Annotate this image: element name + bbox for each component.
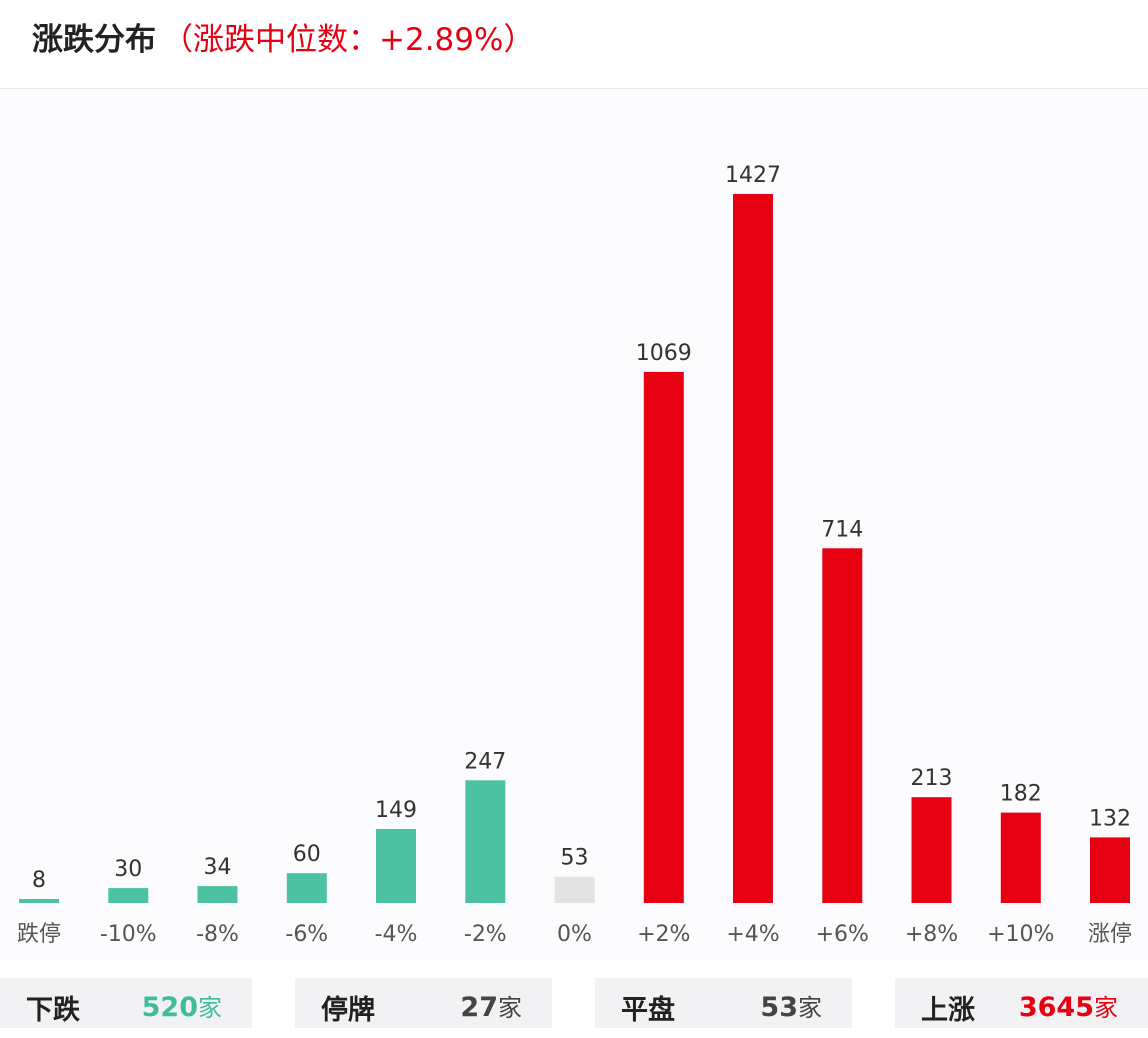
summary-flat-count: 53 bbox=[760, 992, 798, 1023]
summary-flat: 平盘 53家 bbox=[595, 978, 852, 1028]
summary-suspended-count: 27 bbox=[460, 992, 498, 1023]
category-label-12: 涨停 bbox=[1088, 922, 1132, 947]
summary-up-count: 3645 bbox=[1018, 992, 1094, 1023]
value-label-6: 53 bbox=[561, 846, 589, 871]
bar-8 bbox=[733, 194, 773, 903]
category-label-11: +10% bbox=[987, 922, 1054, 947]
category-label-1: -10% bbox=[100, 922, 157, 947]
distribution-chart: 8 跌停 30 -10% 34 -8% 60 -6% 149 -4% 247 -2% 53 0% 1069 +… bbox=[0, 89, 1148, 961]
bar-0 bbox=[19, 899, 59, 903]
summary-up: 上涨 3645家 bbox=[895, 978, 1148, 1028]
category-label-7: +2% bbox=[637, 922, 690, 947]
value-label-8: 1427 bbox=[725, 163, 781, 188]
bar-7 bbox=[643, 371, 684, 903]
bar-5 bbox=[465, 780, 506, 903]
summary-up-count-wrap: 3645家 bbox=[1019, 988, 1118, 1023]
category-label-3: -6% bbox=[285, 922, 328, 947]
summary-down-label: 下跌 bbox=[26, 995, 80, 1026]
category-label-4: -4% bbox=[375, 922, 418, 947]
summary-flat-label: 平盘 bbox=[621, 995, 675, 1026]
value-label-10: 213 bbox=[911, 766, 953, 791]
value-label-1: 30 bbox=[114, 857, 142, 882]
value-label-12: 132 bbox=[1089, 806, 1131, 831]
category-label-10: +8% bbox=[905, 922, 958, 947]
summary-up-unit: 家 bbox=[1094, 994, 1118, 1022]
summary-down-count-wrap: 520家 bbox=[142, 988, 222, 1023]
summary-suspended: 停牌 27家 bbox=[295, 978, 552, 1028]
summary-suspended-unit: 家 bbox=[498, 994, 522, 1022]
bar-1 bbox=[108, 888, 149, 903]
median-change-label: （涨跌中位数：+2.89%） bbox=[162, 22, 535, 58]
value-label-7: 1069 bbox=[636, 341, 692, 366]
bar-9 bbox=[822, 548, 863, 903]
summary-down-count: 520 bbox=[141, 992, 198, 1023]
summary-flat-count-wrap: 53家 bbox=[760, 988, 822, 1023]
chart-header: 涨跌分布 （涨跌中位数：+2.89%） bbox=[0, 0, 1148, 89]
page-title: 涨跌分布 （涨跌中位数：+2.89%） bbox=[32, 14, 534, 59]
category-label-9: +6% bbox=[816, 922, 869, 947]
summary-down-unit: 家 bbox=[198, 994, 222, 1022]
bar-10 bbox=[911, 797, 952, 903]
bar-6 bbox=[554, 876, 595, 903]
bar-12 bbox=[1090, 837, 1130, 903]
value-label-0: 8 bbox=[32, 868, 46, 893]
category-label-5: -2% bbox=[464, 922, 507, 947]
summary-up-label: 上涨 bbox=[921, 995, 975, 1026]
title-main: 涨跌分布 bbox=[32, 22, 156, 58]
category-label-8: +4% bbox=[726, 922, 779, 947]
category-label-0: 跌停 bbox=[17, 922, 61, 947]
bar-11 bbox=[1000, 812, 1041, 903]
value-label-2: 34 bbox=[204, 855, 232, 880]
value-label-11: 182 bbox=[1000, 782, 1042, 807]
summary-flat-unit: 家 bbox=[798, 994, 822, 1022]
summary-bar: 下跌 520家 停牌 27家 平盘 53家 上涨 3645家 bbox=[0, 962, 1148, 1038]
value-label-9: 714 bbox=[821, 517, 863, 542]
bar-2 bbox=[197, 886, 238, 903]
category-label-2: -8% bbox=[196, 922, 239, 947]
bar-4 bbox=[376, 829, 416, 903]
bar-3 bbox=[286, 873, 327, 903]
value-label-5: 247 bbox=[464, 749, 506, 774]
value-label-3: 60 bbox=[293, 842, 321, 867]
summary-suspended-label: 停牌 bbox=[321, 995, 375, 1026]
bar-chart-svg: 8 跌停 30 -10% 34 -8% 60 -6% 149 -4% 247 -2% 53 0% 1069 +… bbox=[17, 163, 1132, 947]
summary-down: 下跌 520家 bbox=[0, 978, 252, 1028]
value-label-4: 149 bbox=[375, 798, 417, 823]
category-label-6: 0% bbox=[557, 922, 592, 947]
summary-suspended-count-wrap: 27家 bbox=[460, 988, 522, 1023]
